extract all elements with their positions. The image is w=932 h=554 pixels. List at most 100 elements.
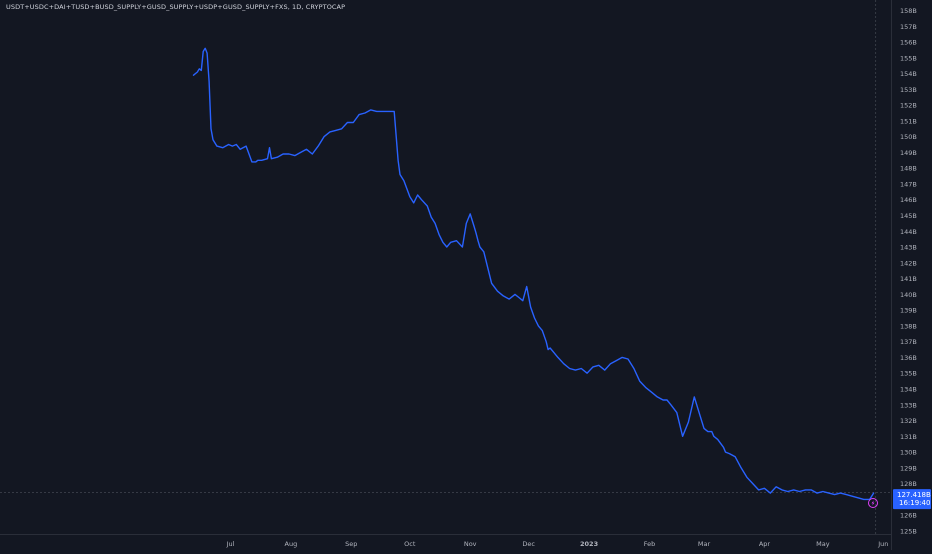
data-point [805,489,806,490]
data-point [427,205,428,206]
x-tick-label: Mar [698,540,711,548]
x-tick-label: Feb [644,540,656,548]
data-point [622,357,623,358]
data-point [713,436,714,437]
data-point [462,246,463,247]
y-tick-label: 139B [900,307,917,315]
symbol-title: USDT+USDC+DAI+TUSD+BUSD_SUPPLY+GUSD_SUPP… [6,3,346,11]
y-tick-label: 128B [900,480,917,488]
data-point [575,370,576,371]
data-point [240,149,241,150]
data-point [682,436,683,437]
data-point [746,477,747,478]
y-tick-label: 134B [900,385,917,393]
data-point [456,240,457,241]
data-point [834,494,835,495]
data-point [353,122,354,123]
data-point [466,223,467,224]
data-point [509,299,510,300]
data-point [193,75,194,76]
y-tick-label: 142B [900,259,917,267]
lightning-icon[interactable] [868,498,878,508]
y-tick-label: 153B [900,86,917,94]
data-point [592,366,593,367]
y-tick-label: 158B [900,7,917,15]
data-point [294,155,295,156]
y-tick-label: 140B [900,291,917,299]
time-axis[interactable]: Jul Aug Sep Oct Nov Dec 2023 Feb Mar Apr May Jun [0,534,891,549]
data-point [694,396,695,397]
data-point [261,160,262,161]
data-point [581,368,582,369]
data-point [417,194,418,195]
data-point [703,428,704,429]
y-tick-label: 125B [900,527,917,535]
last-price-value: 127.418B [897,491,931,499]
data-point [557,357,558,358]
y-tick-label: 132B [900,417,917,425]
data-point [209,81,210,82]
data-point [269,147,270,148]
data-point [246,146,247,147]
data-point [312,153,313,154]
data-point [546,341,547,342]
x-tick-label: Jun [877,540,888,548]
data-point [563,363,564,364]
data-point [522,300,523,301]
data-point [341,128,342,129]
data-point [729,453,730,454]
data-point [257,160,258,161]
x-tick-label: Nov [464,540,477,548]
y-tick-label: 149B [900,149,917,157]
data-point [216,146,217,147]
data-point [382,111,383,112]
data-point [421,199,422,200]
data-point [283,153,284,154]
data-point [548,349,549,350]
data-point [364,112,365,113]
data-point [741,467,742,468]
data-point [663,399,664,400]
data-point [376,111,377,112]
y-tick-label: 155B [900,54,917,62]
data-point [711,431,712,432]
data-point [210,128,211,129]
data-point [470,213,471,214]
data-point [657,396,658,397]
data-point [370,109,371,110]
price-axis[interactable]: 158B 157B 156B 155B 154B 153B 152B 151B 150B 149B… [891,0,917,550]
y-tick-label: 136B [900,354,917,362]
y-tick-label: 138B [900,322,917,330]
data-point [717,439,718,440]
data-point [534,317,535,318]
data-point [811,489,812,490]
data-point [323,136,324,137]
data-point [212,139,213,140]
data-point [475,232,476,233]
last-price-label: 127.418B 16:19:40 [893,489,931,510]
data-point [277,157,278,158]
data-point [271,158,272,159]
y-tick-label: 131B [900,433,917,441]
price-countdown: 16:19:40 [899,499,930,507]
y-tick-label: 133B [900,401,917,409]
y-tick-label: 143B [900,244,917,252]
data-point [347,122,348,123]
data-point [793,489,794,490]
data-point [725,452,726,453]
series-layer [192,47,875,501]
data-point [487,267,488,268]
data-point [787,491,788,492]
data-point [723,447,724,448]
x-tick-label: Aug [285,540,298,548]
data-point [542,330,543,331]
data-point [651,392,652,393]
y-tick-label: 156B [900,39,917,47]
y-tick-label: 152B [900,102,917,110]
data-point [735,456,736,457]
data-point [852,496,853,497]
y-tick-label: 129B [900,464,917,472]
data-point [676,412,677,413]
